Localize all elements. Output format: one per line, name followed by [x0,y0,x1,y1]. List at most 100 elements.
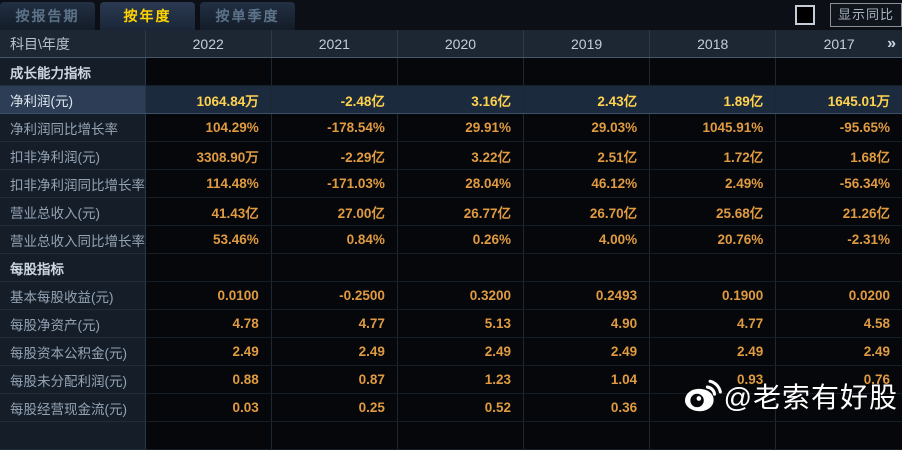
cell-value: 20.76% [649,225,777,254]
cell-value [775,421,902,450]
cell-value: 27.00亿 [271,197,398,226]
cell-value [397,57,525,86]
cell-value: 0.3200 [397,281,525,310]
cell-value [523,253,651,282]
cell-value: 0.26% [397,225,525,254]
cell-value: 2.49% [649,169,777,198]
cell-value: 46.12% [523,169,651,198]
cell-value: 41.43亿 [145,197,272,226]
table-row[interactable]: 净利润(元) 1064.84万 -2.48亿 3.16亿 2.43亿 1.89亿 1645.… [0,85,902,114]
cell-value: 3.16亿 [397,85,525,114]
cell-value [775,57,902,86]
cell-value: 0.88 [145,365,272,394]
financial-table: 科目\年度 2022 2021 2020 2019 2018 2017 » 成长… [0,30,902,450]
cell-value: 26.77亿 [397,197,525,226]
year-header-label: 2017 [823,35,855,52]
table-row[interactable]: 扣非净利润(元) 3308.90万 -2.29亿 3.22亿 2.51亿 1.72亿 1.6… [0,141,902,170]
row-label: 每股指标 [0,253,146,282]
cell-value: 0.2493 [523,281,651,310]
cell-value: -178.54% [271,113,398,142]
cell-value: 1.72亿 [649,141,777,170]
cell-value: 28.04% [397,169,525,198]
year-header: 2017 » [775,30,902,58]
cell-value: -2.31% [775,225,902,254]
cell-value [649,421,777,450]
cell-value: -0.2500 [271,281,398,310]
cell-value [649,393,777,422]
table-row[interactable]: 净利润同比增长率 104.29% -178.54% 29.91% 29.03% 1045.… [0,113,902,142]
tab-bar: 按报告期 按年度 按单季度 显示同比 [0,0,902,30]
cell-value: 0.87 [271,365,398,394]
cell-value: 2.49 [649,337,777,366]
table-row[interactable]: 基本每股收益(元) 0.0100 -0.2500 0.3200 0.2493 0.1900… [0,281,902,310]
cell-value: 4.58 [775,309,902,338]
row-label: 营业总收入同比增长率 [0,225,146,254]
cell-value [145,253,272,282]
show-yoy-control: 显示同比 [795,3,902,27]
cell-value [397,421,525,450]
row-label: 扣非净利润同比增长率 [0,169,146,198]
cell-value: 29.03% [523,113,651,142]
cell-value: 104.29% [145,113,272,142]
row-label: 每股资本公积金(元) [0,337,146,366]
table-row[interactable]: 营业总收入(元) 41.43亿 27.00亿 26.77亿 26.70亿 25.68亿 21… [0,197,902,226]
table-row[interactable]: 每股经营现金流(元) 0.03 0.25 0.52 0.36 [0,393,902,422]
cell-value: 0.36 [523,393,651,422]
row-label: 每股未分配利润(元) [0,365,146,394]
table-row[interactable]: 每股净资产(元) 4.78 4.77 5.13 4.90 4.77 4.58 [0,309,902,338]
cell-value: 0.1900 [649,281,777,310]
show-yoy-label[interactable]: 显示同比 [830,3,902,27]
cell-value: 4.00% [523,225,651,254]
row-label: 成长能力指标 [0,57,146,86]
cell-value: 0.03 [145,393,272,422]
cell-value [649,253,777,282]
cell-value: 4.77 [649,309,777,338]
cell-value: 3308.90万 [145,141,272,170]
cell-value: 1645.01万 [775,85,902,114]
cell-value [271,57,398,86]
cell-value: 2.49 [775,337,902,366]
cell-value: 2.49 [271,337,398,366]
more-years-icon[interactable]: » [887,35,896,52]
tab-quarterly[interactable]: 按单季度 [200,2,295,30]
section-row: 成长能力指标 [0,57,902,86]
cell-value: 4.77 [271,309,398,338]
cell-value: -56.34% [775,169,902,198]
cell-value [523,57,651,86]
table-row[interactable]: 每股未分配利润(元) 0.88 0.87 1.23 1.04 0.93 0.76 [0,365,902,394]
row-label: 每股净资产(元) [0,309,146,338]
cell-value: 2.43亿 [523,85,651,114]
cell-value: 25.68亿 [649,197,777,226]
cell-value: 0.25 [271,393,398,422]
cell-value: 3.22亿 [397,141,525,170]
cell-value: -2.29亿 [271,141,398,170]
row-label [0,421,146,450]
cell-value: 4.78 [145,309,272,338]
cell-value [145,57,272,86]
cell-value: 0.93 [649,365,777,394]
cell-value: -2.48亿 [271,85,398,114]
cell-value: 5.13 [397,309,525,338]
tab-yearly[interactable]: 按年度 [100,2,195,30]
year-header: 2020 [397,30,525,58]
cell-value [271,253,398,282]
cell-value: 21.26亿 [775,197,902,226]
year-header: 2018 [649,30,777,58]
cell-value: 114.48% [145,169,272,198]
cell-value: 2.51亿 [523,141,651,170]
cell-value: 53.46% [145,225,272,254]
cell-value: 1.04 [523,365,651,394]
tab-report-period[interactable]: 按报告期 [0,2,95,30]
row-label: 基本每股收益(元) [0,281,146,310]
table-row[interactable]: 每股资本公积金(元) 2.49 2.49 2.49 2.49 2.49 2.49 [0,337,902,366]
cell-value: 2.49 [145,337,272,366]
cell-value [397,253,525,282]
cell-value [523,421,651,450]
year-header: 2019 [523,30,651,58]
table-row[interactable]: 营业总收入同比增长率 53.46% 0.84% 0.26% 4.00% 20.76% -2.… [0,225,902,254]
show-yoy-checkbox[interactable] [795,5,815,25]
cell-value: 1.89亿 [649,85,777,114]
table-row[interactable]: 扣非净利润同比增长率 114.48% -171.03% 28.04% 46.12% 2.4… [0,169,902,198]
partial-row [0,421,902,450]
